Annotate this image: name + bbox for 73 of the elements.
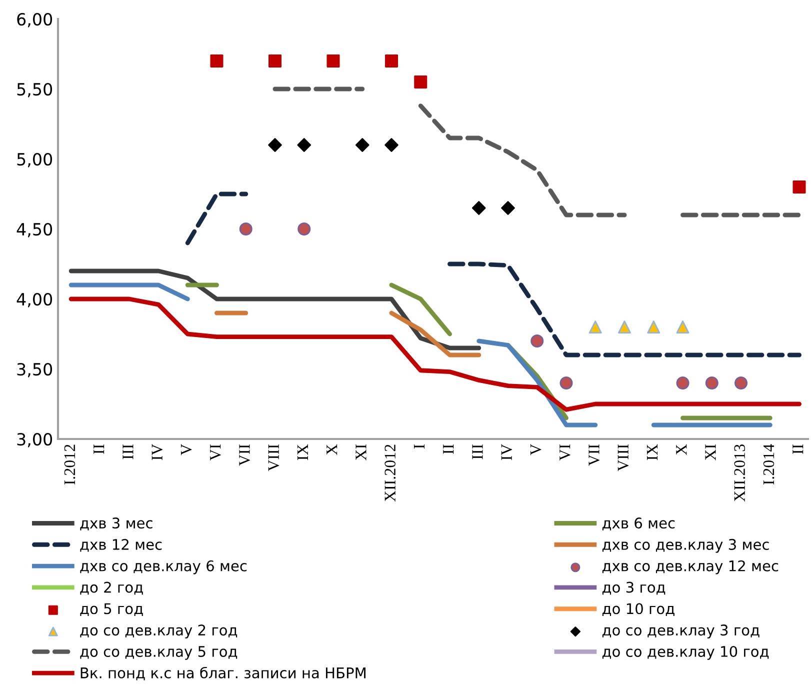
x-tick-label: II <box>792 444 804 454</box>
x-tick-label: VII <box>239 444 250 466</box>
x-tick-label: II <box>443 444 454 454</box>
point <box>326 54 340 68</box>
point <box>298 222 311 236</box>
point <box>384 138 398 152</box>
x-tick-label: I.2014 <box>763 444 774 485</box>
x-tick-label: IV <box>501 444 512 460</box>
x-tick-label: I <box>414 444 424 449</box>
x-tick-label: IV <box>152 444 163 460</box>
point <box>210 54 224 68</box>
point <box>501 201 515 215</box>
point <box>588 320 602 334</box>
point <box>618 320 632 334</box>
x-tick-label: X <box>676 444 687 456</box>
x-tick-label: V <box>180 444 192 456</box>
legend-label: до со дев.клау 2 год <box>80 624 238 638</box>
point <box>705 376 718 390</box>
legend-label: дхв со дев.клау 6 мес <box>80 560 247 574</box>
legend-label: до 3 год <box>602 582 666 595</box>
x-tick-label: II <box>94 444 104 454</box>
y-tick-label: 3,00 <box>17 432 52 448</box>
x-tick-label: VIII <box>618 444 629 472</box>
point <box>647 320 660 334</box>
x-tick-label: VII <box>588 444 600 466</box>
legend-label: до 2 год <box>80 582 143 595</box>
x-tick-label: VI <box>210 444 221 461</box>
point <box>734 376 748 390</box>
legend-label: до со дев.клау 5 год <box>80 646 238 660</box>
point <box>239 222 252 236</box>
x-tick-label: IX <box>298 444 308 460</box>
y-tick-label: 4,50 <box>16 222 52 238</box>
x-tick-label: V <box>530 444 542 456</box>
x-tick-label: XII.2012 <box>384 444 396 502</box>
legend-label: дхв 6 мес <box>602 518 675 530</box>
point <box>297 138 312 152</box>
point <box>268 54 282 68</box>
point <box>414 75 428 89</box>
line-series <box>68 296 802 412</box>
point <box>792 180 806 194</box>
point <box>676 376 690 390</box>
point <box>472 201 486 215</box>
x-tick-label: X <box>326 444 338 456</box>
legend-label: до 5 год <box>80 603 143 616</box>
x-tick-label: VIII <box>268 444 280 472</box>
legend-label: до со дев.клау 3 год <box>602 624 760 638</box>
x-tick-label: VI <box>560 444 570 461</box>
line-series <box>68 268 482 350</box>
y-tick-label: 6,00 <box>17 12 52 28</box>
legend-label: дхв со дев.клау 3 мес <box>602 538 769 553</box>
point <box>268 138 282 152</box>
y-tick-label: 5,00 <box>17 152 52 168</box>
point <box>560 376 573 390</box>
x-tick-label: IX <box>647 444 658 460</box>
legend-label: дхв со дев.клау 12 мес <box>602 560 778 574</box>
point <box>530 334 544 348</box>
point <box>676 320 690 334</box>
legend-label: до со дев.клау 10 год <box>602 646 769 660</box>
x-tick-label: XII.2013 <box>734 444 746 502</box>
x-tick-label: III <box>472 444 483 460</box>
x-tick-label: III <box>122 444 134 460</box>
x-tick-label: XI <box>356 444 366 460</box>
y-tick-label: 3,50 <box>17 362 52 378</box>
legend-label: дхв 3 мес <box>80 518 152 530</box>
x-tick-label: I.2012 <box>64 444 76 485</box>
point <box>355 138 370 152</box>
x-tick-label: XI <box>705 444 716 460</box>
y-tick-label: 5,50 <box>17 82 52 98</box>
legend-label: до 10 год <box>602 603 674 616</box>
legend-label: дхв 12 мес <box>80 538 162 552</box>
legend-label: Вк. понд к.с на благ. записи на НБРМ <box>80 666 366 680</box>
point <box>384 54 398 68</box>
y-tick-label: 4,00 <box>16 292 52 308</box>
